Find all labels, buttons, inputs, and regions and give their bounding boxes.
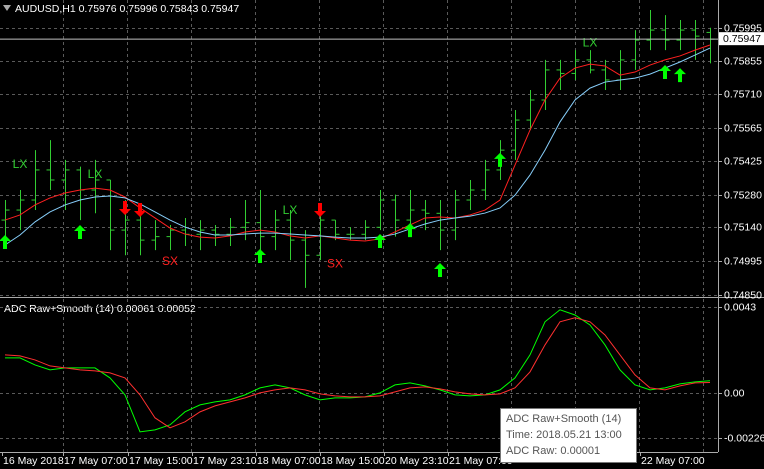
x-tick-label: 17 May 15:00 (129, 455, 193, 467)
signal-down-arrow (314, 203, 326, 218)
signal-up-arrow (254, 248, 266, 263)
current-price-box (719, 32, 764, 46)
signal-down-arrow (119, 200, 131, 215)
series-line (4, 47, 711, 246)
vertical-grid (63, 0, 704, 452)
x-tick-label: 20 May 23:10 (385, 455, 449, 467)
x-tick-label: 17 May 23:10 (193, 455, 257, 467)
y-tick-label: 0.75855 (724, 55, 762, 67)
signal-up-arrow (494, 152, 506, 167)
y-tick-label: 0.75140 (724, 221, 762, 233)
signal-label: SX (162, 254, 178, 268)
tooltip-text: ADC Raw+Smooth (14) (506, 413, 621, 425)
y-tick-label: 0.75710 (724, 88, 762, 100)
y-tick-label: 0.75425 (724, 155, 762, 167)
indicator-title: ADC Raw+Smooth (14) 0.00061 0.00052 (4, 303, 196, 315)
x-tick-label: 22 May 07:00 (641, 455, 705, 467)
tooltip-text: Time: 2018.05.21 13:00 (506, 429, 622, 441)
y-tick-label: -0.00226 (724, 432, 764, 444)
y-tick-label: 0.0043 (724, 301, 756, 313)
x-tick-label: 16 May 2018 (3, 455, 64, 467)
signal-up-arrow (404, 223, 416, 238)
signal-label: LX (88, 167, 103, 181)
series-line (4, 44, 711, 242)
signal-up-arrow (434, 262, 446, 277)
chart-title: AUDUSD,H1 0.75976 0.75996 0.75843 0.7594… (15, 3, 239, 15)
signal-down-arrow (134, 203, 146, 218)
series-line (4, 317, 711, 429)
y-tick-label: 0.75565 (724, 122, 762, 134)
y-tick-label: 0.75280 (724, 189, 762, 201)
signal-up-arrow (659, 65, 671, 80)
y-tick-label: 0.75995 (724, 22, 762, 34)
y-tick-label: 0.74995 (724, 255, 762, 267)
signal-up-arrow (74, 224, 86, 239)
tooltip-box (500, 408, 637, 463)
signal-up-arrow (374, 234, 386, 249)
signal-up-arrow (0, 234, 11, 249)
x-tick-label: 21 May 07:00 (449, 455, 513, 467)
signal-label: LX (283, 203, 298, 217)
tooltip-text: ADC Raw: 0.00001 (506, 445, 600, 457)
signal-label: SX (327, 256, 343, 270)
y-tick-label: 0.74850 (724, 289, 762, 301)
x-tick-label: 18 May 15:00 (321, 455, 385, 467)
signal-up-arrow (674, 68, 686, 83)
symbol-icon (3, 5, 11, 11)
y-tick-label: 0.00 (724, 387, 745, 399)
current-price-label: 0.75947 (723, 33, 761, 45)
x-tick-label: 17 May 07:00 (64, 455, 128, 467)
signal-label: LX (583, 35, 598, 49)
signal-label: LX (13, 157, 28, 171)
x-tick-label: 18 May 07:00 (257, 455, 321, 467)
